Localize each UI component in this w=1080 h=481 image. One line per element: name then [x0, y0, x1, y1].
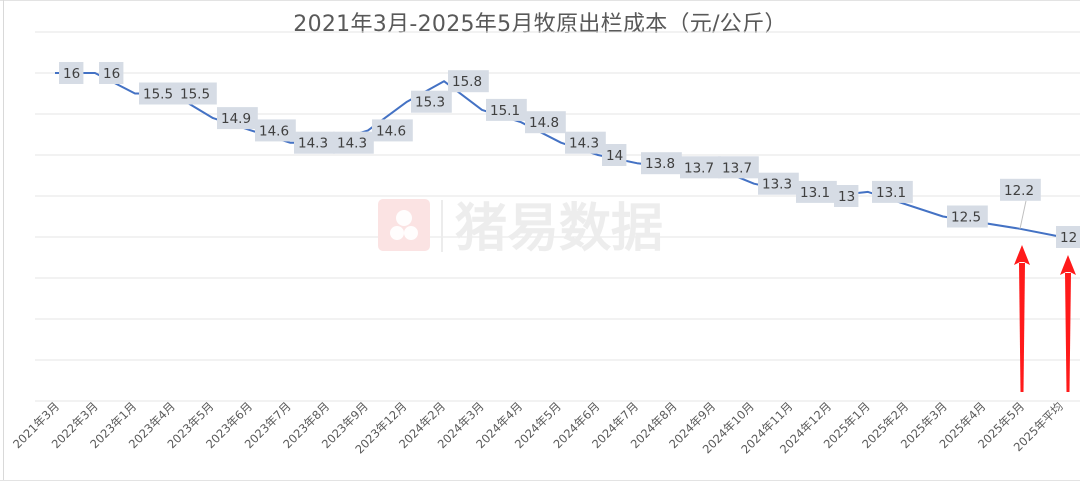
data-label: 13 [834, 185, 859, 207]
svg-text:12.5: 12.5 [951, 210, 981, 226]
frame-border-left [3, 0, 4, 481]
svg-text:12.2: 12.2 [1004, 183, 1034, 199]
svg-text:14.3: 14.3 [337, 136, 367, 152]
data-label: 12.2 [1000, 178, 1041, 201]
annotation-arrows [1014, 245, 1076, 392]
svg-text:12: 12 [1060, 230, 1077, 246]
svg-text:14: 14 [606, 148, 623, 164]
svg-text:15.5: 15.5 [143, 87, 173, 103]
data-label: 13.3 [758, 172, 799, 195]
data-label: 14 [602, 144, 627, 166]
data-label: 14.3 [565, 131, 606, 154]
svg-text:13.1: 13.1 [800, 185, 830, 201]
data-label: 15.8 [448, 70, 489, 93]
data-label: 14.3 [333, 131, 374, 154]
red-arrow-icon [1060, 255, 1076, 392]
svg-text:15.3: 15.3 [415, 95, 445, 111]
svg-text:16: 16 [103, 66, 120, 82]
gridlines [35, 31, 1080, 402]
data-label: 16 [59, 62, 84, 84]
data-label: 12 [1056, 226, 1080, 248]
svg-text:13.8: 13.8 [645, 156, 675, 172]
red-arrow-icon [1014, 245, 1030, 392]
data-label: 12.5 [947, 205, 988, 228]
x-axis-labels: 2021年3月2022年3月2023年1月2023年4月2023年5月2023年… [10, 399, 1066, 456]
data-label: 15.5 [176, 82, 217, 105]
data-label: 14.3 [294, 131, 335, 154]
svg-text:14.8: 14.8 [529, 115, 559, 131]
data-label: 13.7 [718, 156, 759, 179]
chart-title: 2021年3月-2025年5月牧原出栏成本（元/公斤） [293, 12, 787, 37]
svg-text:13: 13 [838, 189, 855, 205]
data-label: 15.5 [139, 82, 180, 105]
data-label: 15.3 [411, 90, 452, 113]
data-labels: 16 16 15.5 15.5 14.9 14.6 14.3 14.3 14.6 15.3 15.8… [59, 62, 1080, 248]
data-label: 16 [99, 62, 124, 84]
data-label: 14.6 [255, 119, 296, 142]
svg-text:14.6: 14.6 [259, 123, 289, 139]
svg-text:13.7: 13.7 [684, 160, 714, 176]
data-label: 15.1 [486, 98, 527, 121]
data-label: 13.1 [872, 180, 913, 203]
svg-text:16: 16 [63, 66, 80, 82]
watermark-text: 猪易数据 [455, 199, 663, 259]
svg-text:15.1: 15.1 [490, 103, 520, 119]
svg-text:13.3: 13.3 [762, 177, 792, 193]
watermark: 猪易数据 [378, 199, 663, 259]
svg-text:15.5: 15.5 [180, 87, 210, 103]
data-label: 13.7 [680, 156, 721, 179]
data-label: 13.8 [641, 152, 682, 175]
svg-text:13.1: 13.1 [876, 185, 906, 201]
data-label: 14.8 [525, 111, 566, 134]
data-label: 13.1 [796, 180, 837, 203]
svg-text:14.3: 14.3 [298, 136, 328, 152]
frame-border-top [0, 0, 1080, 1]
leader-line [1019, 200, 1027, 229]
svg-text:14.6: 14.6 [376, 123, 406, 139]
svg-text:14.3: 14.3 [569, 136, 599, 152]
svg-text:15.8: 15.8 [452, 74, 482, 90]
svg-text:14.9: 14.9 [221, 111, 251, 127]
data-label: 14.9 [217, 107, 258, 130]
svg-text:13.7: 13.7 [722, 160, 752, 176]
data-label: 14.6 [372, 119, 413, 142]
